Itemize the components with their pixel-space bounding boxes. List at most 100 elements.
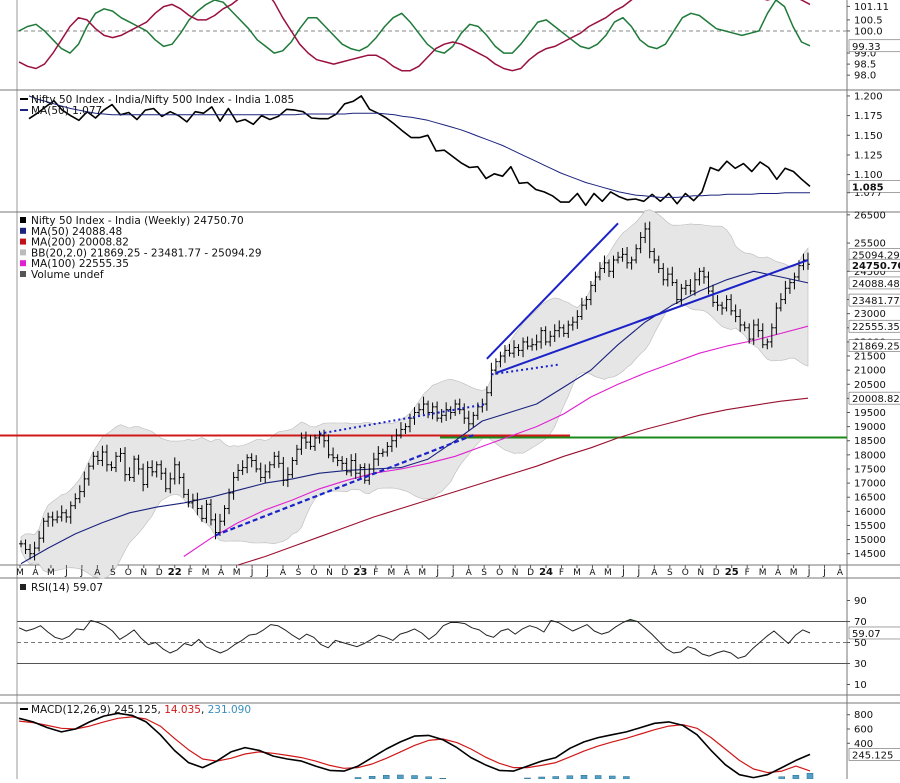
- price-badge-text: 23481.77: [852, 296, 900, 307]
- price-badge-box: [848, 293, 900, 307]
- price-tick-label: 23000: [854, 309, 886, 320]
- x-axis-month-label: J: [807, 568, 811, 578]
- rs-tick-label: 1.175: [854, 111, 883, 122]
- price-legend-entry: MA(50) 24088.48: [31, 226, 122, 238]
- price-badge-text: 20008.82: [852, 394, 900, 405]
- rsi-last-badge-box: [848, 626, 900, 640]
- price-badge-box: [848, 319, 900, 333]
- osc-last-badge: 99.33: [848, 39, 900, 53]
- x-axis-month-label: M: [790, 568, 798, 578]
- x-axis-month-label: M: [202, 568, 210, 578]
- trendline-dotted-extension: [491, 363, 560, 376]
- x-axis-month-label: M: [233, 568, 241, 578]
- price-tick-label: 19000: [854, 422, 886, 433]
- x-axis-month-label: A: [280, 568, 287, 578]
- price-legend-entry: Nifty 50 Index - India (Weekly) 24750.70: [31, 215, 244, 227]
- macd-legend-title: MACD(12,26,9) 245.125, 14.035, 231.090: [31, 704, 251, 716]
- rs-last-badge-box: [848, 180, 900, 193]
- price-ma-line: [237, 397, 809, 566]
- price-tick-label: 17000: [854, 479, 886, 490]
- rs-last-badge: 1.085: [848, 180, 900, 193]
- rsi-line: [18, 618, 811, 659]
- price-tick-label: 24500: [854, 267, 886, 278]
- price-badge-box: [848, 258, 900, 272]
- rs-ratio-line: [28, 95, 811, 207]
- macd-histogram-bar: [594, 775, 602, 780]
- macd-last-badge-text: 245.125: [852, 750, 893, 761]
- price-badge: 20008.82: [848, 391, 900, 405]
- price-badge: 24750.70: [848, 258, 900, 272]
- osc-tick-label: 98.5: [854, 60, 876, 71]
- osc-tick-label: 99.0: [854, 49, 876, 60]
- x-axis-month-label: N: [697, 568, 704, 578]
- rs-ma-line: [28, 95, 810, 198]
- x-axis-month-label: A: [404, 568, 411, 578]
- macd-histogram-bar: [792, 775, 800, 780]
- x-axis-month-label: N: [140, 568, 147, 578]
- x-axis-month-label: J: [250, 568, 254, 578]
- x-axis-year-label: 23: [353, 567, 367, 578]
- price-badge-box: [848, 276, 900, 290]
- x-axis-month-label: A: [775, 568, 782, 578]
- macd-legend: MACD(12,26,9) 245.125, 14.035, 231.090: [20, 704, 251, 716]
- rsi-legend-title: RSI(14) 59.07: [31, 582, 103, 594]
- price-ma-line: [183, 325, 809, 557]
- macd-last-badge: 245.125: [848, 748, 900, 761]
- rs-tick-label: 1.077: [854, 188, 883, 199]
- rsi-last-badge-text: 59.07: [852, 629, 881, 640]
- macd-tick-label: 800: [854, 710, 873, 721]
- price-badge-text: 24088.48: [852, 279, 900, 290]
- x-axis-year-label: 24: [539, 567, 553, 578]
- price-badge-box: [848, 339, 900, 352]
- rs-tick-label: 1.100: [854, 170, 883, 181]
- macd-signal-line: [18, 716, 811, 774]
- price-tick-label: 16000: [854, 507, 886, 518]
- x-axis-month-label: S: [296, 568, 302, 578]
- price-tick-label: 21500: [854, 352, 886, 363]
- x-axis-month-label: J: [80, 568, 84, 578]
- price-tick-label: 26500: [854, 210, 886, 221]
- osc-last-badge-text: 99.33: [852, 42, 881, 53]
- price-legend-entry: Volume undef: [31, 269, 104, 281]
- x-axis-month-label: S: [110, 568, 116, 578]
- price-badge: 22555.35: [848, 319, 900, 333]
- price-badge-box: [848, 391, 900, 405]
- osc-last-badge-box: [848, 39, 900, 53]
- x-axis-month-label: A: [651, 568, 658, 578]
- rs-last-badge-text: 1.085: [852, 182, 884, 193]
- x-axis-month-label: D: [156, 568, 163, 578]
- x-axis-month-label: M: [604, 568, 612, 578]
- macd-line: [18, 712, 811, 779]
- legend-swatch: [20, 260, 26, 267]
- x-axis-month-label: S: [667, 568, 673, 578]
- legend-swatch: [20, 238, 26, 245]
- x-axis-month-label: J: [621, 568, 625, 578]
- price-legend-entry: MA(100) 22555.35: [31, 258, 129, 270]
- trendline-rising-wedge-upper: [486, 222, 619, 360]
- price-tick-label: 18000: [854, 450, 886, 461]
- macd-tick-label: 400: [854, 739, 873, 750]
- rsi-tick-label: 30: [854, 659, 867, 670]
- x-axis-month-label: J: [265, 568, 269, 578]
- osc-tick-label: 98.0: [854, 71, 876, 82]
- price-badge-text: 25094.29: [852, 251, 900, 262]
- x-axis-month-label: A: [466, 568, 473, 578]
- x-axis-month-label: M: [16, 568, 24, 578]
- x-axis-year-label: 22: [168, 567, 182, 578]
- price-legend-entry: MA(200) 20008.82: [31, 237, 129, 249]
- x-axis-month-label: A: [218, 568, 225, 578]
- legend-swatch: [20, 271, 26, 277]
- price-tick-label: 17500: [854, 464, 886, 475]
- x-axis-month-label: M: [759, 568, 767, 578]
- rsi-tick-label: 90: [854, 596, 867, 607]
- rsi-tick-label: 10: [854, 680, 867, 691]
- x-axis-month-label: S: [481, 568, 487, 578]
- macd-histogram-bar: [383, 775, 390, 780]
- macd-histogram-bar: [580, 775, 588, 780]
- osc-series-line: [18, 0, 811, 72]
- price-tick-label: 21000: [854, 366, 886, 377]
- rsi-last-badge: 59.07: [848, 626, 900, 640]
- rs-legend-ratio: Nifty 50 Index - India/Nifty 500 Index -…: [31, 94, 294, 106]
- rs-tick-label: 1.150: [854, 131, 883, 142]
- trendline-lower-dashed: [215, 434, 474, 537]
